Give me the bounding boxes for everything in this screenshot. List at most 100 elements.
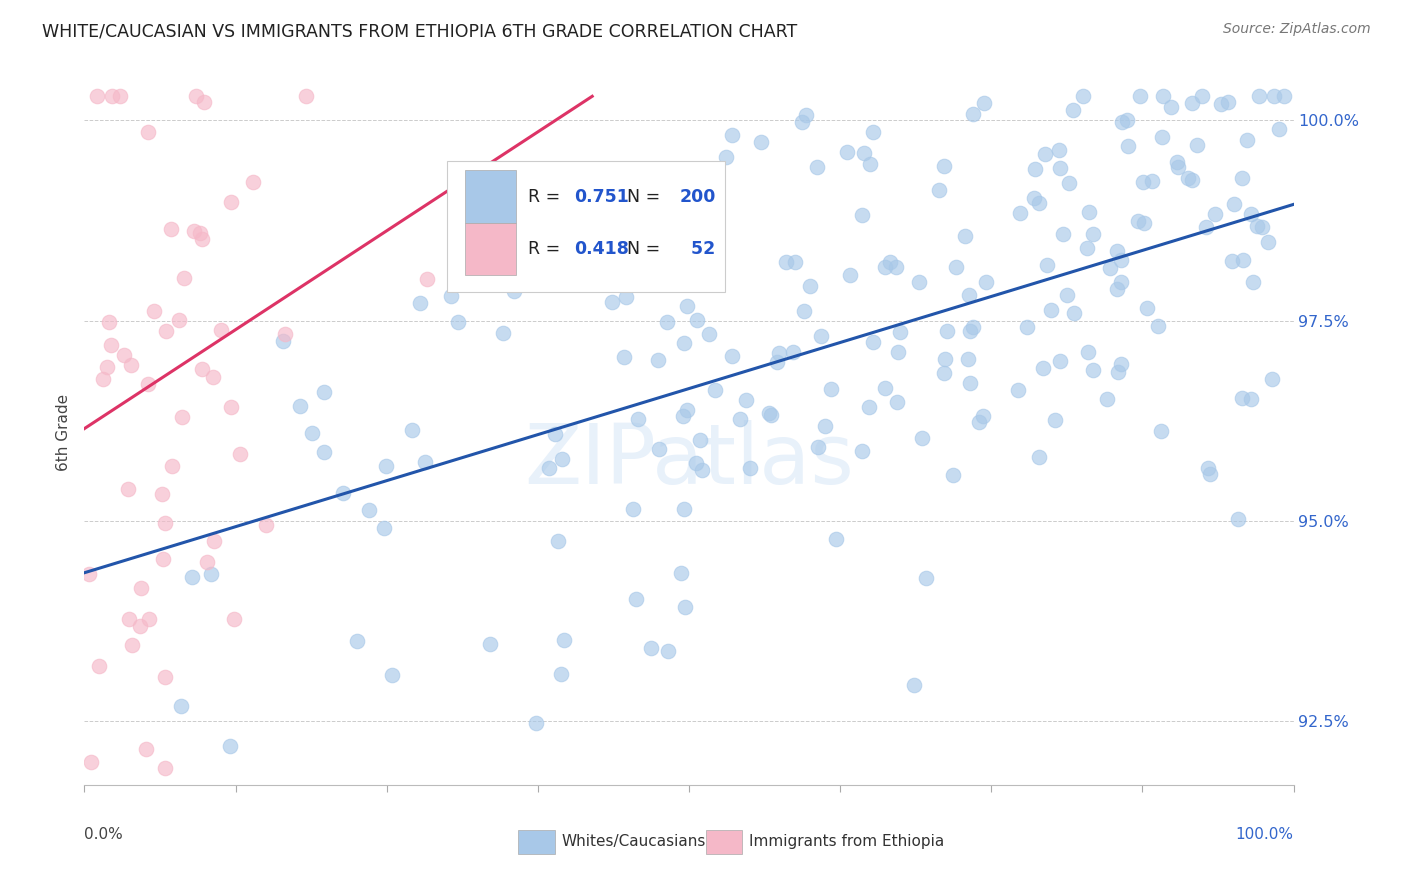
Point — [790, 114, 813, 128]
Point — [100, 338, 122, 352]
Point — [184, 89, 207, 103]
Point — [1133, 217, 1156, 231]
Point — [1146, 318, 1168, 333]
Point — [173, 270, 195, 285]
Point — [768, 345, 790, 359]
Point — [685, 243, 707, 257]
Point — [101, 89, 124, 103]
Point — [1045, 413, 1067, 427]
Point — [180, 570, 202, 584]
Point — [1036, 258, 1059, 272]
Point — [814, 419, 837, 434]
Point — [1028, 196, 1050, 211]
Point — [242, 175, 264, 189]
Point — [1049, 161, 1071, 175]
Point — [1071, 89, 1094, 103]
Point — [492, 326, 515, 341]
Point — [1040, 302, 1063, 317]
Point — [672, 409, 695, 423]
Point — [1140, 174, 1163, 188]
Point — [934, 159, 956, 173]
Point — [1024, 161, 1046, 176]
Point — [271, 334, 294, 348]
Point — [873, 381, 896, 395]
FancyBboxPatch shape — [447, 161, 725, 292]
Point — [793, 304, 815, 318]
Point — [1222, 196, 1244, 211]
Point — [1180, 173, 1202, 187]
Point — [1220, 254, 1243, 268]
Point — [136, 125, 159, 139]
Point — [730, 412, 752, 426]
Point — [1111, 253, 1133, 268]
Point — [219, 194, 242, 209]
Point — [150, 487, 173, 501]
Point — [1150, 425, 1173, 439]
Point — [1081, 227, 1104, 242]
Point — [222, 612, 245, 626]
Point — [1047, 143, 1070, 157]
Point — [1062, 103, 1084, 118]
Point — [957, 287, 980, 301]
Point — [138, 613, 160, 627]
FancyBboxPatch shape — [706, 830, 742, 854]
Point — [820, 382, 842, 396]
Point — [721, 349, 744, 363]
Point — [170, 698, 193, 713]
Point — [1078, 204, 1101, 219]
Point — [135, 741, 157, 756]
Point — [153, 670, 176, 684]
Point — [547, 533, 569, 548]
Point — [1195, 219, 1218, 234]
Point — [675, 299, 697, 313]
Point — [1251, 219, 1274, 234]
Point — [765, 355, 787, 369]
Point — [1239, 207, 1261, 221]
Point — [1177, 170, 1199, 185]
Point — [956, 352, 979, 367]
Point — [128, 619, 150, 633]
Point — [409, 295, 432, 310]
Point — [550, 667, 572, 681]
Point — [155, 516, 177, 530]
Point — [1241, 275, 1264, 289]
Point — [915, 571, 938, 585]
Point — [209, 323, 232, 337]
Point — [859, 156, 882, 170]
Point — [673, 335, 696, 350]
Point — [686, 313, 709, 327]
FancyBboxPatch shape — [465, 223, 516, 276]
Point — [928, 183, 950, 197]
Text: 52: 52 — [679, 241, 716, 259]
Point — [858, 401, 880, 415]
Point — [524, 716, 547, 731]
Point — [373, 521, 395, 535]
Point — [312, 445, 335, 459]
Point — [200, 567, 222, 582]
Text: 100.0%: 100.0% — [1236, 827, 1294, 842]
Point — [152, 552, 174, 566]
Point — [1116, 112, 1139, 127]
Point — [799, 278, 821, 293]
Point — [221, 401, 243, 415]
Point — [120, 358, 142, 372]
Point — [761, 408, 783, 422]
Point — [1015, 320, 1038, 334]
Point — [502, 284, 524, 298]
Point — [613, 350, 636, 364]
Point — [907, 275, 929, 289]
Point — [218, 739, 240, 754]
Point — [560, 202, 582, 217]
Point — [824, 533, 846, 547]
Point — [1181, 96, 1204, 111]
Point — [945, 260, 967, 275]
Point — [1022, 190, 1045, 204]
Point — [1057, 176, 1080, 190]
Point — [972, 409, 994, 423]
Point — [1152, 89, 1174, 103]
Point — [851, 208, 873, 222]
Point — [1126, 214, 1149, 228]
Point — [1199, 467, 1222, 482]
Point — [1261, 372, 1284, 386]
Point — [183, 224, 205, 238]
